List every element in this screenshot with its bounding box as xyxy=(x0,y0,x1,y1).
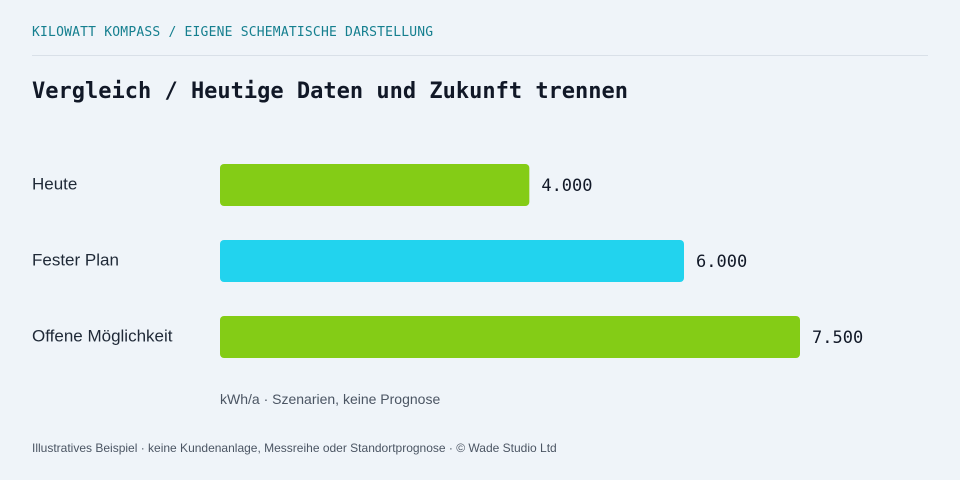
category-label-fester-plan: Fester Plan xyxy=(32,250,119,269)
unit-note: kWh/a · Szenarien, keine Prognose xyxy=(220,391,441,407)
bar-offene-moeglichkeit xyxy=(220,316,800,358)
value-label-heute: 4.000 xyxy=(541,176,592,196)
category-label-heute: Heute xyxy=(32,174,77,193)
value-label-offene-moeglichkeit: 7.500 xyxy=(812,328,863,348)
bar-heute xyxy=(220,164,530,206)
category-label-offene-moeglichkeit: Offene Möglichkeit xyxy=(32,326,173,345)
value-label-fester-plan: 6.000 xyxy=(696,252,747,272)
chart-kicker: KILOWATT KOMPASS / EIGENE SCHEMATISCHE D… xyxy=(32,25,434,40)
header-divider xyxy=(32,55,928,56)
footer-note: Illustratives Beispiel · keine Kundenanl… xyxy=(32,441,557,455)
bar-fester-plan xyxy=(220,240,684,282)
chart-title: Vergleich / Heutige Daten und Zukunft tr… xyxy=(32,79,629,104)
